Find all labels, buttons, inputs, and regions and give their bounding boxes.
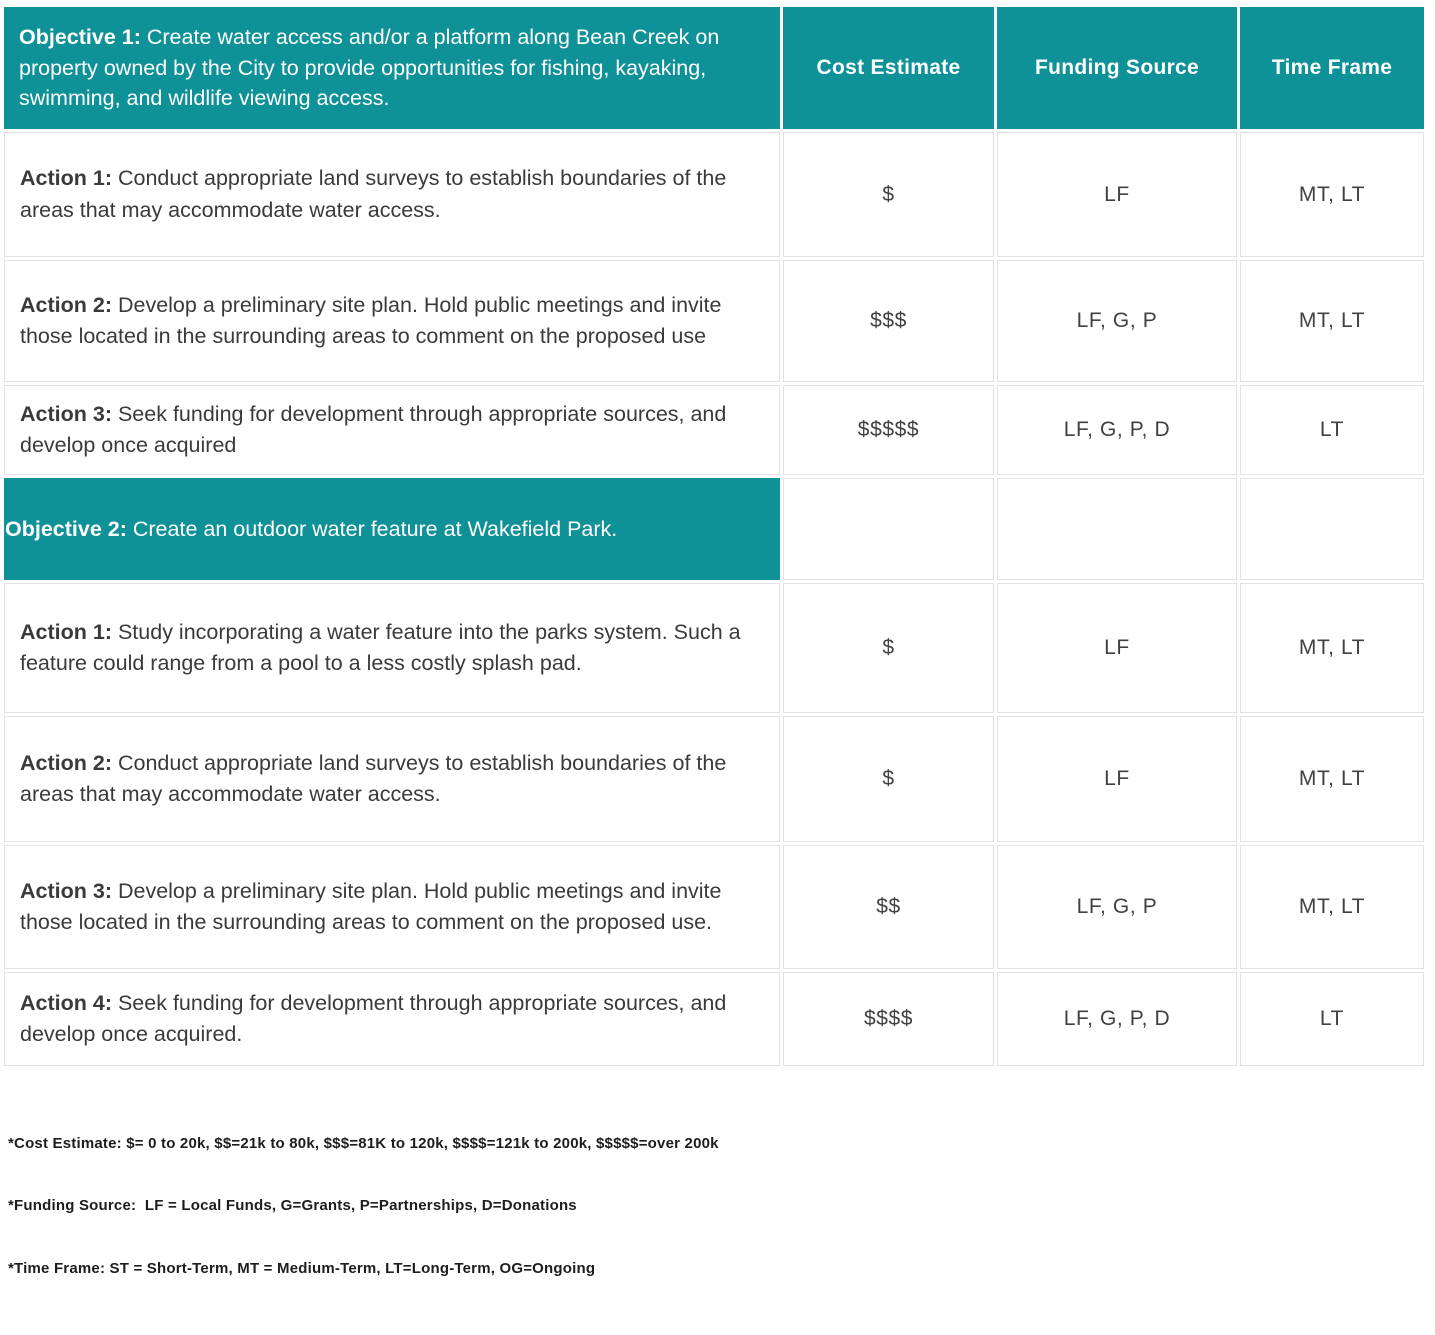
action-cell: Action 3: Seek funding for development t… [4, 385, 780, 475]
empty-cell [997, 478, 1237, 580]
action-cell: Action 1: Conduct appropriate land surve… [4, 132, 780, 257]
action-label: Action 1: [20, 619, 112, 644]
funding-cell: LF, G, P [997, 845, 1237, 969]
action-cell: Action 2: Conduct appropriate land surve… [4, 716, 780, 842]
table-row: Action 2: Develop a preliminary site pla… [4, 260, 1424, 382]
action-label: Action 4: [20, 990, 112, 1015]
timeframe-cell: MT, LT [1240, 583, 1424, 713]
funding-cell: LF, G, P, D [997, 972, 1237, 1066]
objective-1-label: Objective 1: [19, 25, 141, 50]
table-row: Action 2: Conduct appropriate land surve… [4, 716, 1424, 842]
action-cell: Action 3: Develop a preliminary site pla… [4, 845, 780, 969]
table-row: Action 3: Develop a preliminary site pla… [4, 845, 1424, 969]
cost-cell: $$$$$ [783, 385, 994, 475]
funding-cell: LF, G, P [997, 260, 1237, 382]
timeframe-cell: MT, LT [1240, 260, 1424, 382]
column-header-time-frame: Time Frame [1240, 7, 1424, 129]
action-label: Action 3: [20, 878, 112, 903]
funding-cell: LF [997, 583, 1237, 713]
objective-2-label: Objective 2: [5, 516, 127, 541]
action-text: Seek funding for development through app… [20, 990, 727, 1046]
action-text: Study incorporating a water feature into… [20, 619, 741, 675]
action-text: Develop a preliminary site plan. Hold pu… [20, 878, 722, 934]
action-text: Conduct appropriate land surveys to esta… [20, 166, 727, 222]
timeframe-cell: MT, LT [1240, 716, 1424, 842]
objective-1-header-cell: Objective 1: Create water access and/or … [4, 7, 780, 129]
objective-2-row: Objective 2: Create an outdoor water fea… [4, 478, 1424, 580]
action-label: Action 3: [20, 401, 112, 426]
column-header-funding-source: Funding Source [997, 7, 1237, 129]
timeframe-cell: MT, LT [1240, 845, 1424, 969]
action-text: Seek funding for development through app… [20, 401, 727, 457]
funding-cell: LF [997, 716, 1237, 842]
action-label: Action 2: [20, 292, 112, 317]
column-header-cost-estimate: Cost Estimate [783, 7, 994, 129]
objective-1-text: Create water access and/or a platform al… [19, 25, 720, 111]
timeframe-cell: LT [1240, 972, 1424, 1066]
footnote-funding-source: *Funding Source: LF = Local Funds, G=Gra… [8, 1197, 577, 1215]
action-cell: Action 1: Study incorporating a water fe… [4, 583, 780, 713]
cost-cell: $ [783, 716, 994, 842]
empty-cell [783, 478, 994, 580]
action-cell: Action 2: Develop a preliminary site pla… [4, 260, 780, 382]
cost-cell: $$$ [783, 260, 994, 382]
objective-2-header-cell: Objective 2: Create an outdoor water fea… [4, 478, 780, 580]
action-text: Conduct appropriate land surveys to esta… [20, 750, 727, 806]
action-cell: Action 4: Seek funding for development t… [4, 972, 780, 1066]
table-row: Action 1: Conduct appropriate land surve… [4, 132, 1424, 257]
cost-cell: $ [783, 132, 994, 257]
funding-cell: LF, G, P, D [997, 385, 1237, 475]
action-label: Action 1: [20, 166, 112, 191]
cost-cell: $ [783, 583, 994, 713]
funding-cell: LF [997, 132, 1237, 257]
legend-footnotes: *Cost Estimate: $= 0 to 20k, $$=21k to 8… [8, 1093, 1435, 1300]
cost-cell: $$$$ [783, 972, 994, 1066]
action-plan-table: Objective 1: Create water access and/or … [1, 4, 1427, 1069]
table-row: Action 4: Seek funding for development t… [4, 972, 1424, 1066]
empty-cell [1240, 478, 1424, 580]
action-label: Action 2: [20, 750, 112, 775]
footnote-cost-estimate: *Cost Estimate: $= 0 to 20k, $$=21k to 8… [8, 1135, 719, 1153]
cost-cell: $$ [783, 845, 994, 969]
table-row: Action 3: Seek funding for development t… [4, 385, 1424, 475]
action-text: Develop a preliminary site plan. Hold pu… [20, 292, 722, 348]
objective-2-text: Create an outdoor water feature at Wakef… [132, 516, 618, 541]
table-row: Action 1: Study incorporating a water fe… [4, 583, 1424, 713]
timeframe-cell: LT [1240, 385, 1424, 475]
timeframe-cell: MT, LT [1240, 132, 1424, 257]
table-header-row: Objective 1: Create water access and/or … [4, 7, 1424, 129]
footnote-time-frame: *Time Frame: ST = Short-Term, MT = Mediu… [8, 1259, 596, 1277]
